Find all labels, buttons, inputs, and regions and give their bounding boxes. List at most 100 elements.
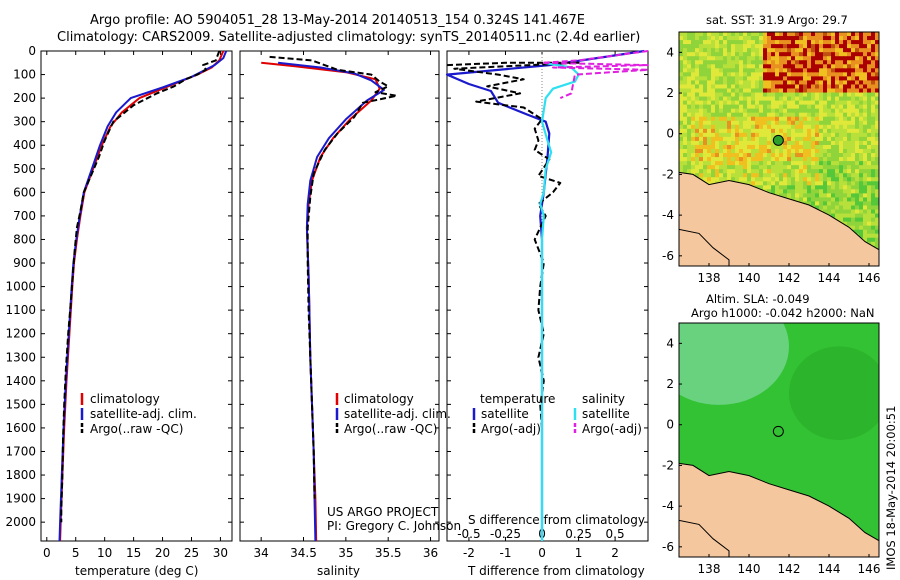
- sst-cell: [799, 76, 804, 81]
- sst-cell: [795, 68, 800, 73]
- sst-cell: [703, 48, 708, 53]
- sst-cell: [687, 76, 692, 81]
- sst-cell: [831, 128, 836, 134]
- sst-cell: [695, 76, 700, 81]
- sst-cell: [679, 96, 684, 101]
- sst-cell: [839, 52, 844, 57]
- sst-cell: [811, 193, 816, 198]
- sst-cell: [723, 108, 728, 114]
- sst-cell: [839, 100, 844, 106]
- sst-cell: [707, 52, 712, 57]
- sst-cell: [799, 112, 804, 118]
- sst-cell: [875, 128, 879, 134]
- sst-cell: [699, 64, 704, 69]
- sst-cell: [779, 72, 784, 77]
- sst-cell: [875, 120, 879, 126]
- sst-cell: [795, 72, 800, 77]
- sst-cell: [839, 217, 844, 223]
- sst-cell: [843, 76, 848, 81]
- sst-cell: [739, 104, 744, 110]
- sst-cell: [711, 84, 716, 89]
- sst-cell: [767, 173, 772, 178]
- sst-cell: [747, 68, 752, 73]
- sst-cell: [695, 104, 700, 110]
- sst-cell: [747, 132, 752, 138]
- sst-cell: [867, 64, 872, 69]
- sst-cell: [875, 64, 879, 69]
- sst-cell: [751, 40, 756, 45]
- sst-cell: [847, 140, 852, 146]
- sst-cell: [863, 233, 868, 239]
- sst-cell: [799, 124, 804, 130]
- sst-cell: [783, 92, 788, 97]
- sst-cell: [839, 161, 844, 166]
- sst-cell: [739, 112, 744, 118]
- sst-cell: [791, 120, 796, 126]
- sst-cell: [779, 64, 784, 69]
- sst-cell: [851, 124, 856, 130]
- sst-cell: [783, 153, 788, 158]
- sst-cell: [819, 197, 824, 202]
- sst-cell: [791, 165, 796, 170]
- sst-cell: [735, 153, 740, 158]
- sst-cell: [795, 60, 800, 65]
- sst-cell: [795, 52, 800, 57]
- sst-cell: [851, 108, 856, 114]
- sst-cell: [819, 84, 824, 89]
- sst-cell: [691, 140, 696, 146]
- sst-cell: [711, 165, 716, 170]
- sst-cell: [807, 56, 812, 61]
- sst-cell: [727, 128, 732, 134]
- sst-cell: [775, 185, 780, 190]
- sst-cell: [831, 112, 836, 118]
- sst-cell: [775, 56, 780, 61]
- sst-cell: [795, 177, 800, 182]
- sst-cell: [739, 44, 744, 49]
- sst-cell: [767, 84, 772, 89]
- sst-cell: [807, 173, 812, 178]
- sst-cell: [815, 76, 820, 81]
- sst-cell: [739, 177, 744, 182]
- sst-cell: [867, 169, 872, 174]
- land-southwest: [679, 519, 730, 557]
- sst-cell: [871, 185, 876, 190]
- sst-cell: [827, 165, 832, 170]
- sst-cell: [747, 140, 752, 146]
- sst-cell: [803, 52, 808, 57]
- sst-cell: [783, 185, 788, 190]
- sst-cell: [707, 100, 712, 106]
- sst-cell: [867, 68, 872, 73]
- sst-cell: [807, 197, 812, 202]
- sst-cell: [719, 68, 724, 73]
- sst-cell: [727, 165, 732, 170]
- sst-cell: [739, 64, 744, 69]
- sst-cell: [751, 173, 756, 178]
- sst-cell: [787, 32, 792, 37]
- sst-cell: [727, 36, 732, 41]
- sst-cell: [787, 104, 792, 110]
- sst-cell: [875, 205, 879, 210]
- sst-cell: [851, 104, 856, 110]
- sst-cell: [795, 44, 800, 49]
- sst-cell: [839, 140, 844, 146]
- sst-cell: [791, 100, 796, 106]
- sst-cell: [779, 165, 784, 170]
- sst-cell: [719, 124, 724, 130]
- sst-cell: [843, 205, 848, 210]
- sst-cell: [823, 128, 828, 134]
- sst-cell: [803, 72, 808, 77]
- sst-cell: [835, 80, 840, 85]
- sst-cell: [799, 165, 804, 170]
- sst-cell: [731, 128, 736, 134]
- sst-cell: [859, 92, 864, 97]
- sst-cell: [719, 56, 724, 61]
- sst-cell: [715, 56, 720, 61]
- sst-cell: [791, 52, 796, 57]
- plot-frame: [446, 50, 649, 542]
- sst-cell: [731, 104, 736, 110]
- sst-cell: [759, 181, 764, 186]
- sst-cell: [803, 181, 808, 186]
- sst-cell: [747, 56, 752, 61]
- sst-cell: [839, 149, 844, 154]
